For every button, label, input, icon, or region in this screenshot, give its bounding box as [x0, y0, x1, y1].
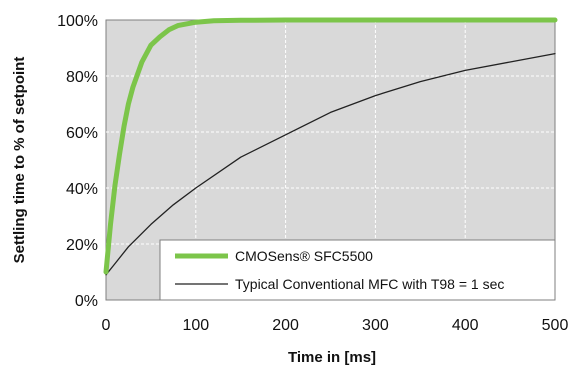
series-line-1	[105, 52, 556, 276]
series-line-0	[103, 17, 558, 275]
x-tick-label: 400	[452, 317, 479, 334]
legend: CMOSens® SFC5500 Typical Conventional MFC…	[159, 239, 556, 301]
y-tick-label: 0%	[75, 293, 98, 310]
series-layer	[103, 17, 558, 276]
y-tick-label: 20%	[66, 237, 98, 254]
y-tick-label: 60%	[66, 125, 98, 142]
x-axis-title: Time in [ms]	[288, 349, 376, 366]
gridlines	[106, 20, 555, 300]
x-tick-label: 300	[362, 317, 389, 334]
legend-label-0: CMOSens® SFC5500	[235, 248, 373, 264]
legend-label-1: Typical Conventional MFC with T98 = 1 se…	[235, 276, 504, 292]
y-tick-label: 80%	[66, 69, 98, 86]
y-tick-label: 40%	[66, 181, 98, 198]
x-tick-label: 500	[542, 317, 569, 334]
y-tick-label: 100%	[57, 13, 98, 30]
x-tick-label: 200	[272, 317, 299, 334]
tick-labels: 0% 20% 40% 60% 80% 100% 0 100 200 300 400 500	[57, 13, 568, 334]
y-axis-title: Settling time to % of setpoint	[11, 57, 28, 264]
legend-box	[159, 239, 556, 301]
x-tick-label: 100	[182, 317, 209, 334]
x-tick-label: 0	[102, 317, 111, 334]
